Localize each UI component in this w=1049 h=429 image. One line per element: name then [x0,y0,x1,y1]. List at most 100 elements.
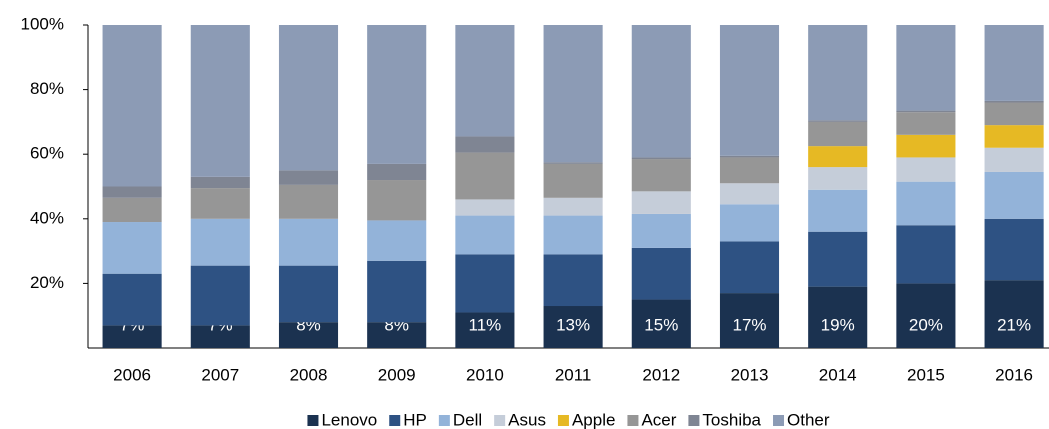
value-label: 19% [821,315,855,334]
bar-segment [190,325,250,348]
bar-segment [631,213,691,248]
value-label: 17% [732,315,766,334]
bar-segment [102,186,162,198]
legend-label: Asus [508,410,546,429]
y-tick-label: 40% [30,208,64,227]
bar-segment [719,204,780,242]
legend-swatch [557,415,569,426]
bar-segment [719,25,780,156]
bar-segment [543,163,603,198]
bar-segment [984,171,1044,219]
legend-label: HP [403,410,427,429]
bar-segment [543,162,603,164]
bar-segment [278,265,339,323]
bar-segment [367,322,427,348]
bar-segment [719,241,780,294]
bar-segment [719,183,780,205]
bar-segment [984,100,1044,103]
x-tick-label: 2010 [466,365,504,384]
y-tick-label: 60% [30,144,64,163]
bar-segment [808,120,868,122]
bar-segment [808,167,868,190]
bar-segment [367,163,427,181]
bar-segment [808,25,868,121]
value-label: 20% [909,315,943,334]
bar-segment [631,159,691,192]
bar-segment [455,254,515,313]
bar-segment [808,121,868,147]
bar-segment [455,152,515,200]
bar-segment [719,155,780,158]
bar-segment [455,136,515,153]
bar-segment [278,322,339,348]
legend-label: Toshiba [702,410,761,429]
bar-segment [896,110,956,113]
legend-swatch [627,415,639,426]
legend-swatch [389,415,401,426]
legend-label: Dell [453,410,482,429]
bar-segment [455,312,515,348]
legend-swatch [307,415,319,426]
bar-segment [278,218,339,266]
bar-segment [543,197,603,216]
bar-segment [102,325,162,348]
x-tick-label: 2008 [290,365,328,384]
bar-segment [896,181,956,226]
bar-segment [984,125,1044,148]
bar-segment [984,280,1044,348]
bar-segment [455,199,515,216]
bar-segment [278,170,339,185]
bar-segment [808,231,868,287]
x-tick-label: 2014 [819,365,857,384]
bar-segment [543,254,603,307]
legend-swatch [773,415,785,426]
legend-swatch [494,415,506,426]
bar-segment [455,215,515,255]
y-tick-label: 100% [21,14,64,33]
y-tick-label: 20% [30,273,64,292]
bar-segment [719,293,780,348]
bar-segment [543,306,603,348]
bar-segment [190,188,250,219]
bar-segment [631,25,691,158]
value-label: 11% [469,315,502,334]
bar-segment [631,299,691,348]
bar-segment [367,180,427,221]
bar-segment [367,260,427,323]
bar-segment [102,273,162,326]
bar-segment [896,283,956,348]
x-tick-label: 2016 [995,365,1033,384]
bar-segment [102,25,162,187]
x-tick-label: 2009 [378,365,416,384]
legend-swatch [688,415,700,426]
bar-segment [278,184,339,219]
bar-segment [455,25,515,137]
bar-segment [896,112,956,135]
bar-segment [808,146,868,168]
bar-segment [631,247,691,300]
value-label: 13% [556,315,590,334]
bar-segment [190,176,250,189]
x-tick-label: 2006 [113,365,151,384]
legend: Lenovo HP Dell Asus Apple Acer Toshiba Other [307,410,830,429]
bar-segment [984,147,1044,172]
bar-segment [631,157,691,160]
legend-label: Other [787,410,830,429]
bar-segment [896,134,956,158]
bar-segment [808,189,868,232]
bar-segment [719,157,780,184]
bar-segment [984,102,1044,126]
value-label: 15% [644,315,678,334]
y-tick-label: 80% [30,79,64,98]
x-tick-label: 2013 [731,365,769,384]
bar-segment [367,220,427,261]
bar-segment [543,25,603,163]
value-label: 21% [997,315,1031,334]
legend-swatch [438,415,450,426]
bar-segment [896,25,956,111]
x-tick-label: 2007 [201,365,239,384]
bar-segment [984,218,1044,281]
bar-segment [190,218,250,266]
bar-segment [808,286,868,348]
